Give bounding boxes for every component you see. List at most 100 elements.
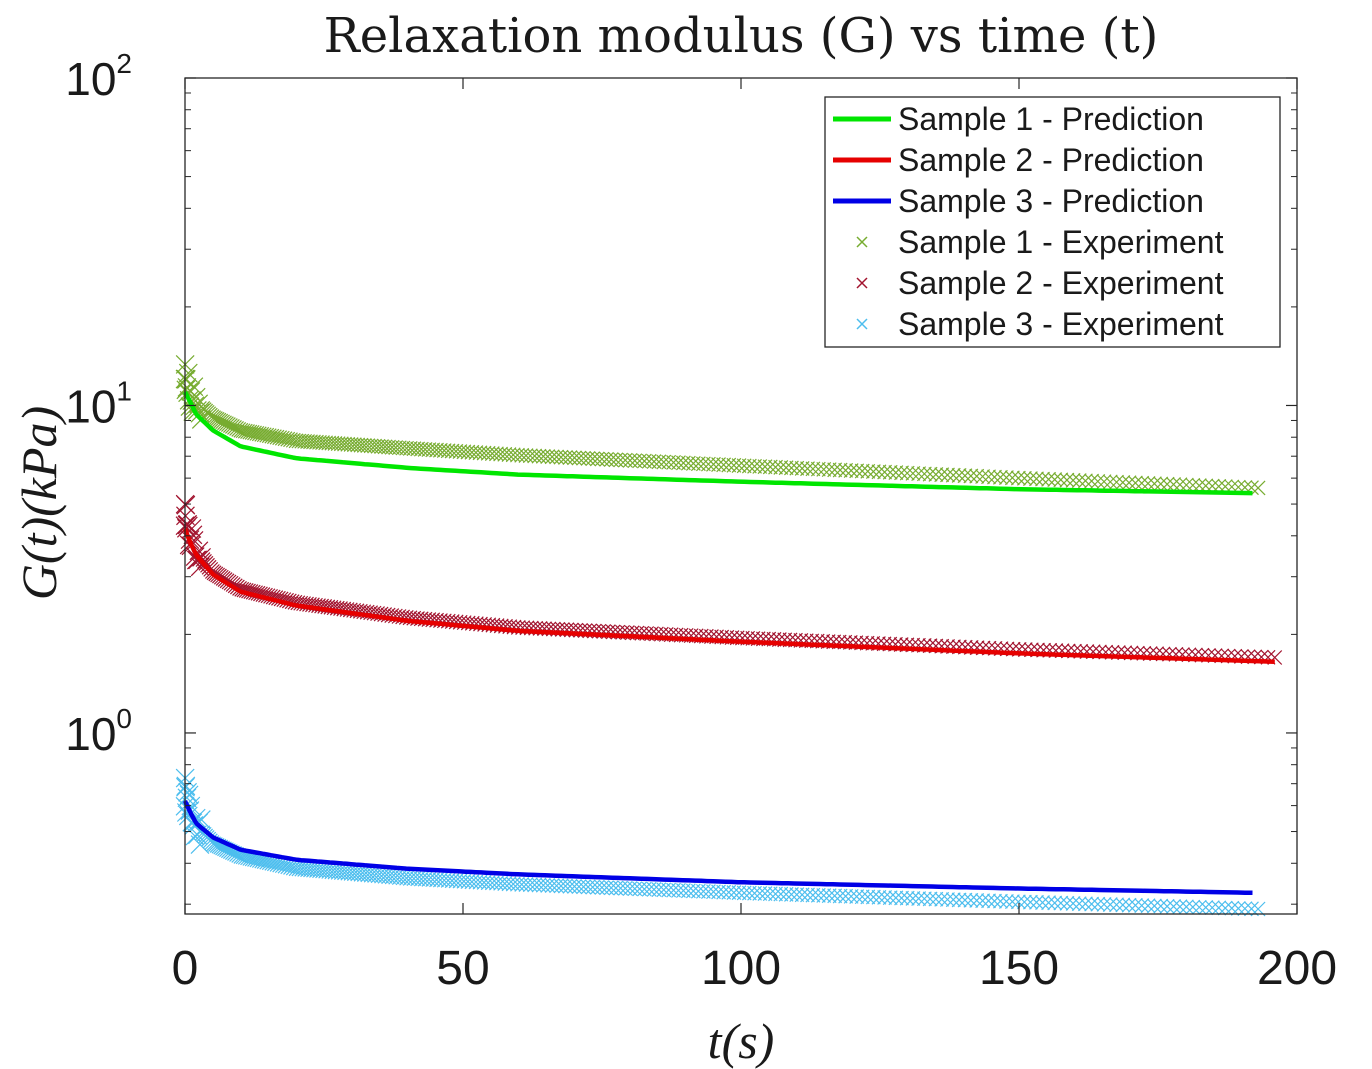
experiment-point [1121,897,1137,913]
experiment-point [860,889,876,905]
experiment-point [410,871,426,887]
experiment-point [1004,894,1020,910]
y-axis-label: G(t)(kPa) [11,406,67,600]
experiment-point [1178,477,1194,493]
experiment-point [1077,896,1093,912]
experiment-point [882,464,898,480]
experiment-point [410,441,426,457]
experiment-point [425,442,441,458]
experiment-point [452,873,468,889]
experiment-point [1071,473,1087,489]
experiment-point [940,892,955,907]
experiment-point [402,870,418,886]
experiment-point [1084,896,1100,912]
x-tick-label: 200 [1257,942,1337,995]
experiment-point [899,890,915,906]
experiment-point [768,886,783,902]
experiment-point [905,465,921,481]
experiment-point [429,442,444,458]
experiment-point [1159,898,1175,914]
experiment-point [1146,898,1162,914]
experiment-point [1109,897,1124,913]
experiment-point [789,460,805,476]
experiment-point [1172,477,1188,493]
experiment-point [1059,895,1075,911]
x-axis-label: t(s) [708,1013,775,1069]
experiment-point [849,463,865,479]
experiment-point [1059,472,1075,488]
experiment-point [1035,471,1050,487]
experiment-point [1053,895,1069,911]
experiment-point [934,467,950,483]
experiment-point [843,888,859,904]
experiment-point [832,888,848,904]
experiment-point [176,495,196,515]
y-tick-label: 100 [65,703,132,760]
legend-swatch-marker [856,277,868,289]
experiment-point [784,460,799,476]
experiment-point [448,443,464,459]
experiment-point [821,462,837,478]
experiment-point [794,460,810,476]
experiment-point [417,441,433,457]
experiment-point [877,464,893,480]
experiment-point [843,463,859,479]
experiment-point [1071,896,1087,912]
experiment-point [452,444,468,459]
experiment-point [395,440,411,456]
experiment-point [888,890,904,906]
experiment-point [816,461,832,477]
experiment-point [413,871,429,887]
experiment-point [951,892,967,908]
experiment-point [1178,899,1194,915]
experiment-point [1134,475,1150,491]
experiment-point [399,870,414,886]
experiment-point [1166,899,1181,914]
experiment-point [928,891,944,907]
experiment-point [922,891,938,907]
experiment-point [871,464,887,480]
experiment-point [957,468,973,484]
experiment-point [1022,894,1038,910]
x-tick-label: 150 [979,942,1059,995]
experiment-point [444,443,460,459]
experiment-point [402,441,418,456]
experiment-point [860,463,876,479]
experiment-point [865,889,881,905]
experiment-point [1035,895,1050,910]
experiment-point [778,460,794,476]
experiment-point [975,893,991,909]
experiment-point [871,889,887,905]
experiment-point [1109,474,1124,490]
experiment-point [981,469,996,485]
experiment-point [191,810,211,829]
legend-swatch-marker [856,236,868,248]
experiment-point [1166,477,1181,492]
experiment-point [922,466,938,482]
experiment-point [916,466,932,482]
experiment-point [413,441,429,457]
experiment-point [1053,472,1069,488]
experiment-point [432,442,448,458]
experiment-point [1217,900,1233,916]
experiment-point [810,461,826,477]
experiment-point [213,413,229,429]
experiment-point [406,871,422,887]
experiment-point [827,462,843,478]
scatter-sample-1-experiment [175,355,1266,496]
experiment-point [894,465,909,481]
experiment-point [800,887,815,903]
experiment-point [810,887,826,903]
experiment-point [877,890,893,905]
experiment-point [1127,897,1143,913]
experiment-point [190,557,210,577]
experiment-point [928,466,944,482]
experiment-point [800,461,815,477]
experiment-point [211,412,227,428]
legend-entry-label: Sample 1 - Experiment [898,224,1224,260]
experiment-point [849,889,865,904]
experiment-point [1065,896,1081,911]
experiment-point [832,462,848,478]
experiment-point [1096,474,1112,490]
